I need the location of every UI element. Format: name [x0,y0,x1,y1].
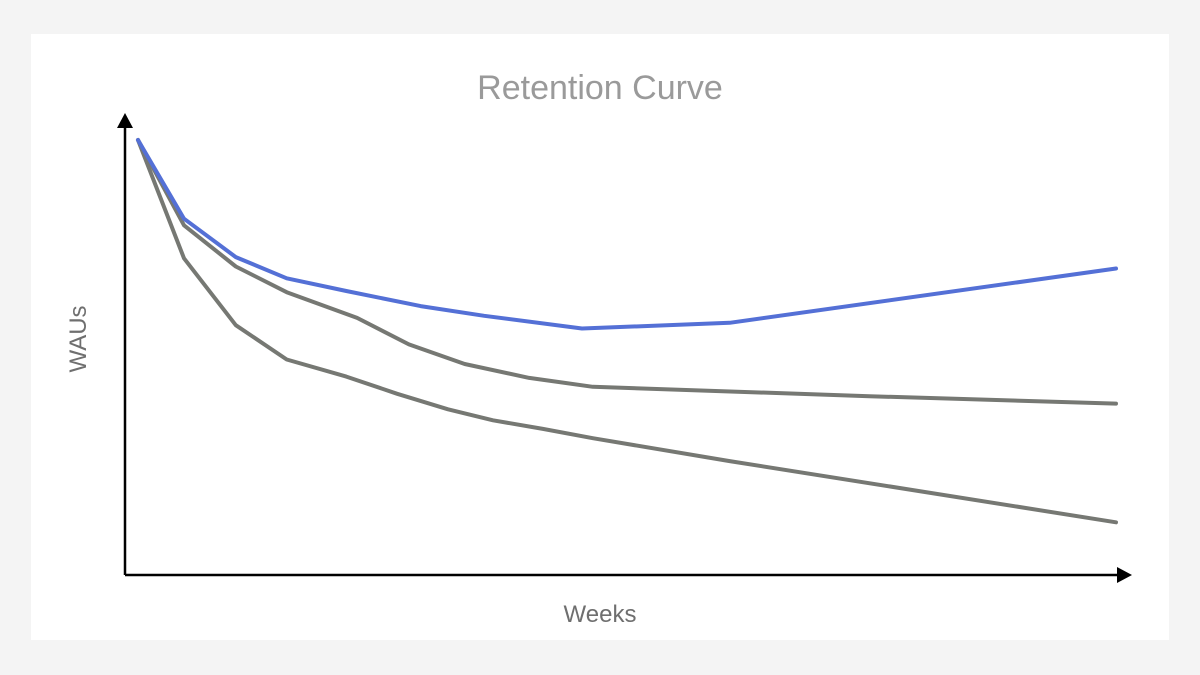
x-axis-arrow [1117,567,1132,583]
series-line-2 [136,138,1118,406]
series-line-3 [136,138,1118,525]
x-axis-label: Weeks [564,601,637,628]
series-group [136,138,1118,525]
chart-title: Retention Curve [477,69,723,107]
series-line-1 [136,138,1118,331]
y-axis-arrow [117,113,133,128]
chart-card [31,34,1169,640]
y-axis-label: WAUs [65,305,92,372]
